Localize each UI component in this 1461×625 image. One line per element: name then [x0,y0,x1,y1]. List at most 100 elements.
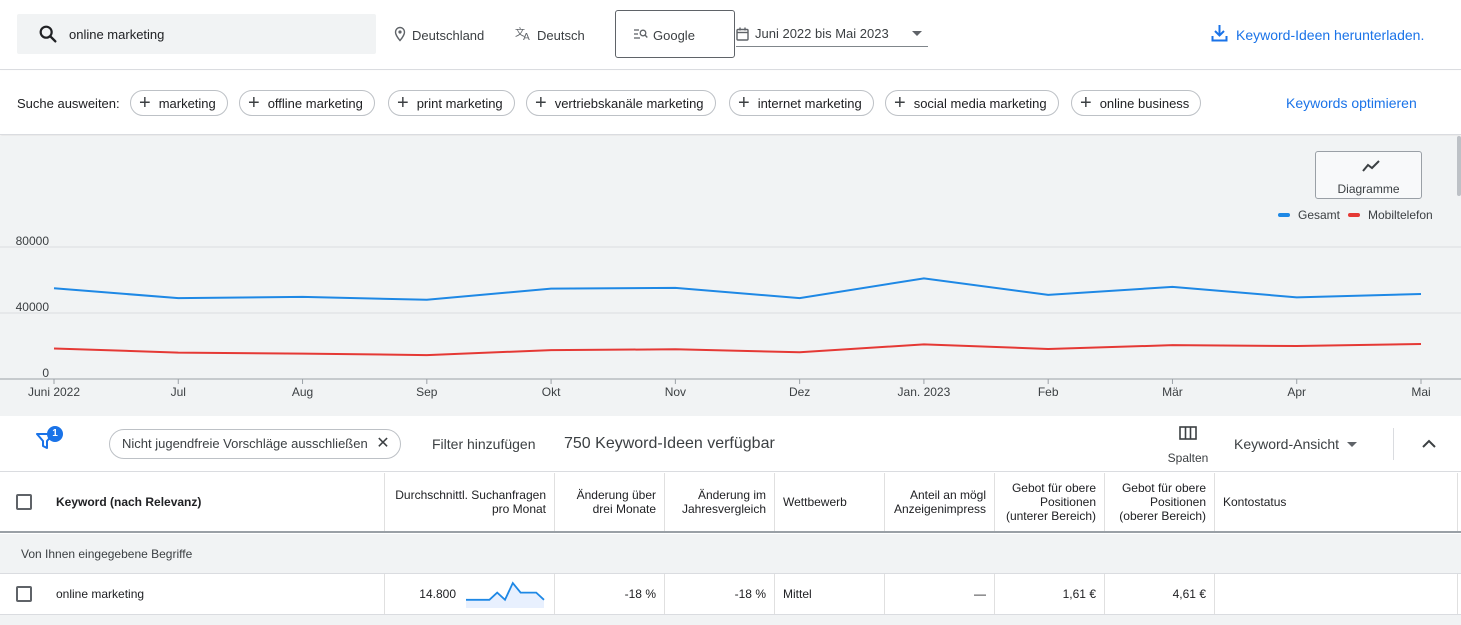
sparkline-area [466,583,544,608]
chevron-down-icon [1347,441,1358,447]
legend-item-mobile: Mobiltelefon [1348,208,1433,222]
header-change-3m[interactable]: Änderung über drei Monate [555,473,665,531]
chip-label: online business [1099,95,1190,111]
network-selector[interactable]: Google [615,10,735,58]
impression-share-value: — [974,587,986,601]
search-query: online marketing [69,27,165,42]
x-tick-label: Jul [171,385,186,399]
change-3m-value: -18 % [624,587,656,601]
location-selector[interactable]: Deutschland [393,26,484,45]
header-impression-share[interactable]: Anteil an mögl Anzeigenimpress [885,473,995,531]
select-all-checkbox[interactable] [16,494,32,510]
x-tick-label: Apr [1287,385,1306,399]
expand-chip[interactable]: + offline marketing [239,90,375,116]
search-icon [37,23,59,50]
cell-avg-searches: 14.800 [385,574,555,614]
expand-chip[interactable]: + internet marketing [729,90,874,116]
cell-change-3m: -18 % [555,574,665,614]
columns-button[interactable]: Spalten [1163,426,1213,465]
x-tick-label: Feb [1038,385,1059,399]
chart-panel: 0 40000 80000 Juni 2022 Jul Aug Sep Okt Nov Dez Ja… [0,136,1461,416]
keyword-ideas-count: 750 Keyword-Ideen verfügbar [564,435,775,452]
language-label: Deutsch [537,27,585,43]
scrollbar[interactable] [1457,136,1461,196]
cell-bid-high: 4,61 € [1105,574,1215,614]
bid-low-value: 1,61 € [1062,587,1096,601]
location-label: Deutschland [412,28,485,43]
expand-chip[interactable]: + social media marketing [885,90,1059,116]
expand-chip[interactable]: + marketing [130,90,228,116]
download-icon [1211,24,1228,45]
table-header: Keyword (nach Relevanz) Durchschnittl. S… [0,473,1461,533]
trend-chart: 0 40000 80000 Juni 2022 Jul Aug Sep Okt Nov Dez Ja… [0,234,1461,399]
plus-icon: + [397,92,409,114]
header-bid-high-label: Gebot für obere Positionen (oberer Berei… [1119,481,1206,523]
header-change-yoy-label: Änderung im Jahresvergleich [681,488,766,516]
x-tick-label: Juni 2022 [28,385,80,399]
x-tick-label: Nov [665,385,686,399]
header-change-yoy[interactable]: Änderung im Jahresvergleich [665,473,775,531]
legend-item-total: Gesamt [1278,208,1340,222]
x-tick-label: Mär [1162,385,1183,399]
header-avg-searches-label: Durchschnittl. Suchanfragen pro Monat [395,488,546,516]
legend-label-mobile: Mobiltelefon [1368,208,1433,222]
x-tick-label: Aug [292,385,313,399]
plus-icon: + [248,92,260,114]
table-row[interactable]: online marketing 14.800 -18 % -18 % Mitt… [0,574,1461,615]
charts-button[interactable]: Diagramme [1315,151,1422,199]
x-tick-label: Okt [542,385,561,399]
plus-icon: + [894,92,906,114]
expand-chip[interactable]: + online business [1071,90,1202,116]
row-select-cell [0,574,48,614]
charts-button-label: Diagramme [1337,182,1400,196]
cell-competition: Mittel [775,574,885,614]
header-avg-searches[interactable]: Durchschnittl. Suchanfragen pro Monat [385,473,555,531]
filter-bar: 1 Nicht jugendfreie Vorschläge ausschlie… [0,416,1461,472]
optimize-keywords-link[interactable]: Keywords optimieren [1286,95,1417,111]
x-tick-label: Jan. 2023 [898,385,951,399]
add-filter-button[interactable]: Filter hinzufügen [432,436,536,452]
expand-chip[interactable]: + print marketing [388,90,515,116]
date-range-selector[interactable]: Juni 2022 bis Mai 2023 [736,23,928,47]
chevron-down-icon [912,31,922,36]
header-competition[interactable]: Wettbewerb [775,473,885,531]
keyword-view-label: Keyword-Ansicht [1234,436,1340,452]
expand-chip[interactable]: + vertriebskanäle marketing [526,90,716,116]
legend-swatch-mobile [1348,213,1360,217]
chip-label: offline marketing [267,95,363,111]
cell-account-status [1215,574,1458,614]
download-keywords-button[interactable]: Keyword-Ideen herunterladen. [1211,24,1424,45]
header-change-3m-label: Änderung über drei Monate [576,488,656,516]
search-input[interactable]: online marketing [17,14,376,54]
header-bid-low-label: Gebot für obere Positionen (unterer Bere… [1005,481,1096,523]
header-bid-low[interactable]: Gebot für obere Positionen (unterer Bere… [995,473,1105,531]
chip-label: marketing [158,95,216,111]
chip-label: internet marketing [757,95,862,111]
header-keyword[interactable]: Keyword (nach Relevanz) [48,473,385,531]
group-label: Von Ihnen eingegebene Begriffe [21,547,193,561]
close-icon[interactable]: ✕ [376,435,390,452]
row-checkbox[interactable] [16,586,32,602]
competition-value: Mittel [783,587,812,601]
header-bid-high[interactable]: Gebot für obere Positionen (oberer Berei… [1105,473,1215,531]
location-pin-icon [393,26,407,45]
legend-swatch-total [1278,213,1290,217]
y-tick-label: 0 [42,366,49,380]
header-account-status[interactable]: Kontostatus [1215,473,1458,531]
download-label: Keyword-Ideen herunterladen. [1236,26,1425,43]
keyword-view-select[interactable]: Keyword-Ansicht [1234,436,1358,452]
series-line-gesamt [53,277,1422,301]
columns-icon [1179,426,1197,444]
bid-high-value: 4,61 € [1172,587,1206,601]
adult-filter-chip[interactable]: Nicht jugendfreie Vorschläge ausschließe… [109,429,401,459]
sparkline-chart [466,581,545,608]
chevron-up-icon[interactable] [1422,436,1436,454]
change-yoy-value: -18 % [734,587,766,601]
expand-search-bar: Suche ausweiten: + marketing + offline mar… [0,71,1461,135]
date-range-label: Juni 2022 bis Mai 2023 [755,26,889,41]
plus-icon: + [535,92,547,114]
trend-line-icon [1362,159,1380,178]
avg-searches-value: 14.800 [419,587,456,601]
